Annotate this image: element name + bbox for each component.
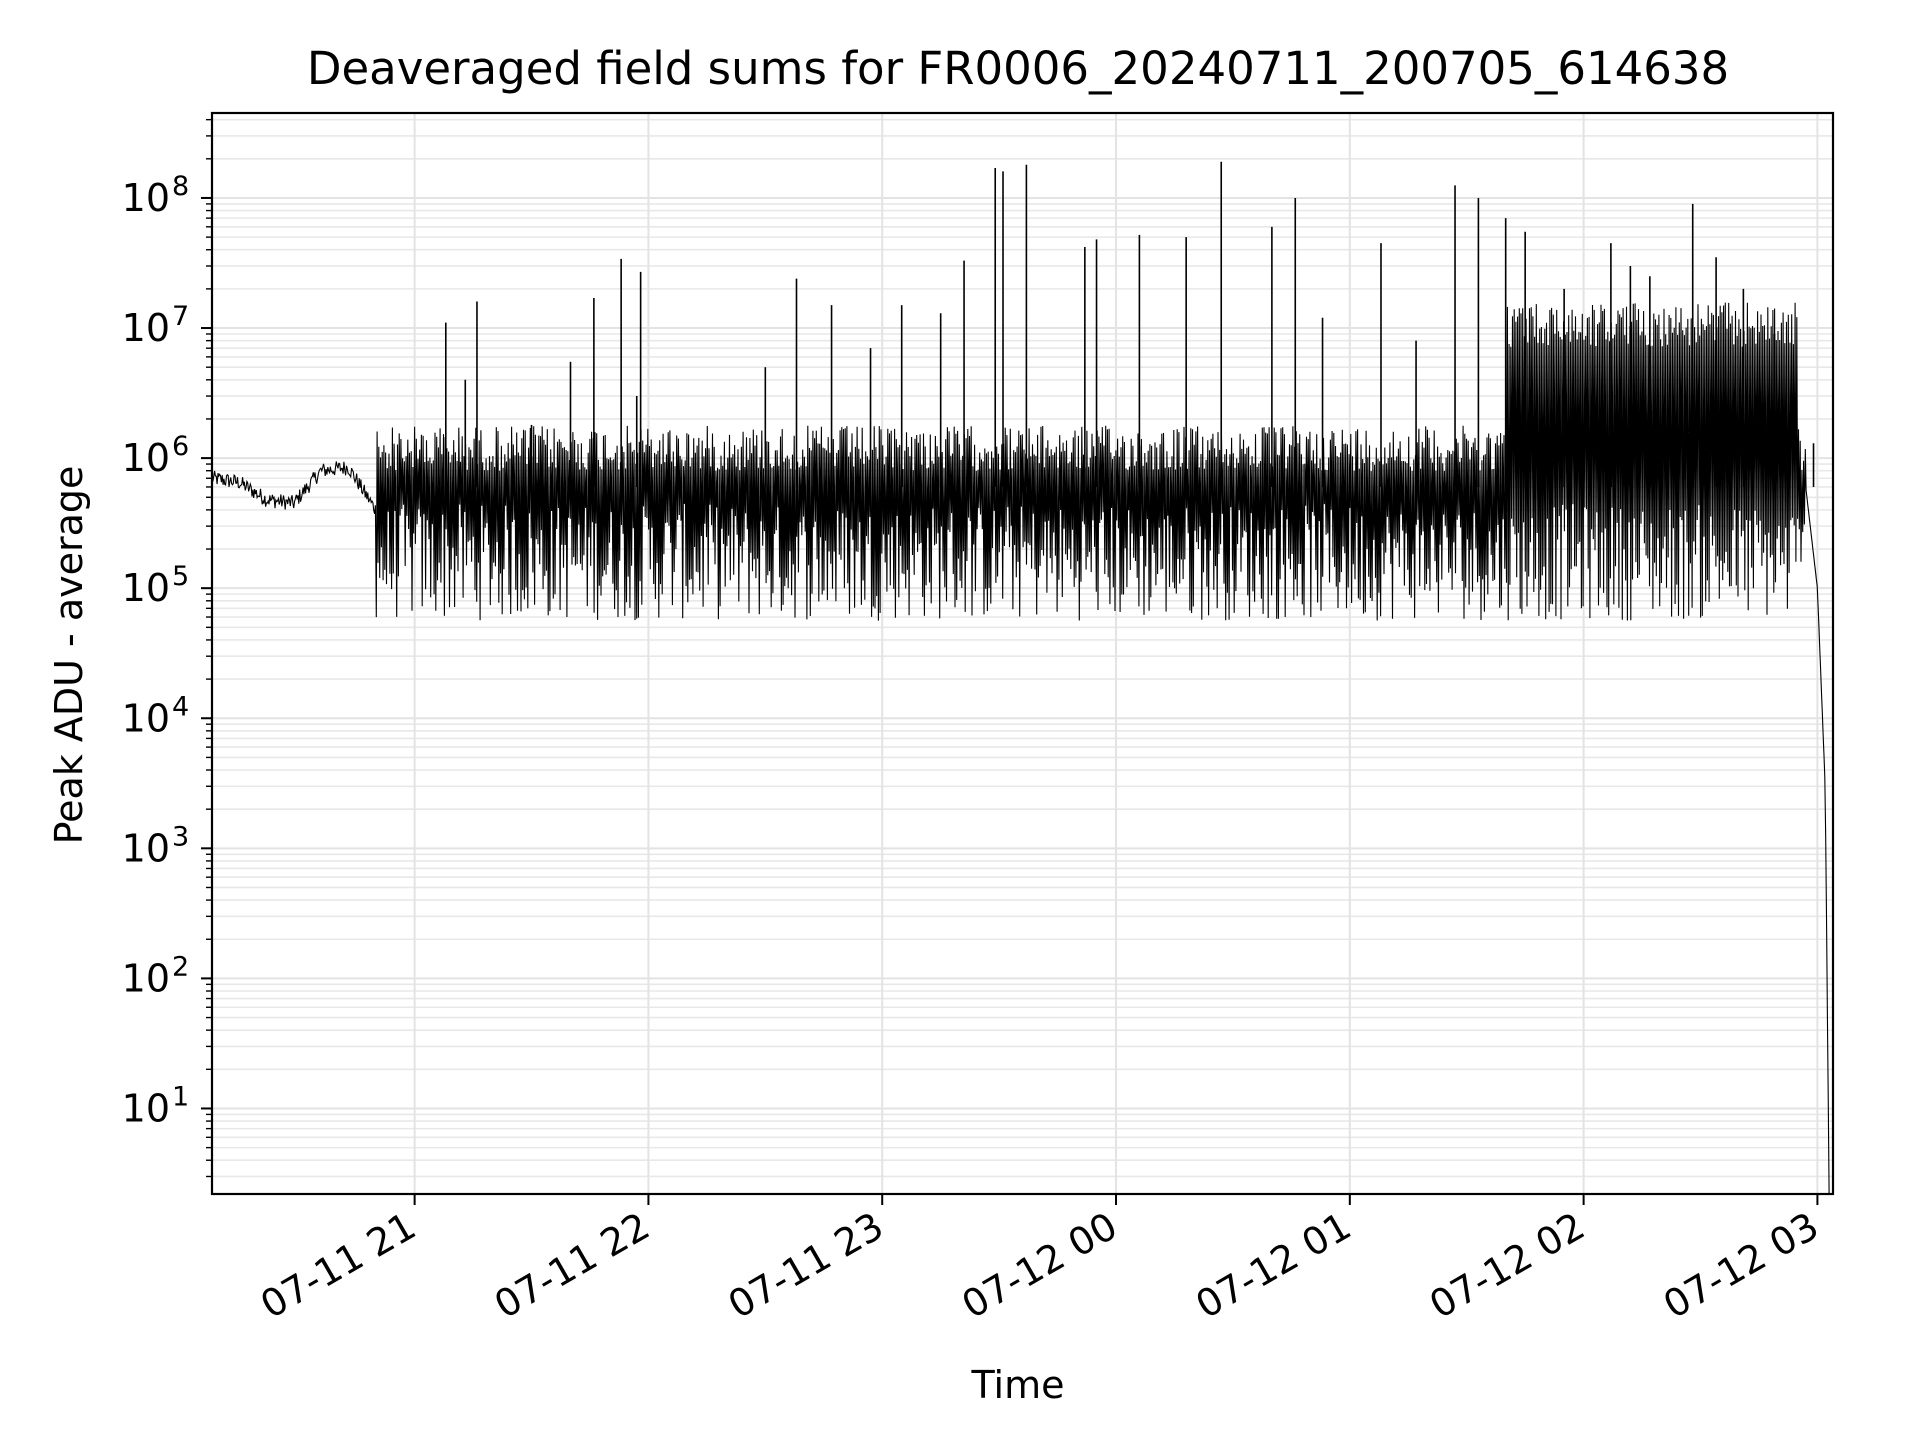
x-axis-label: Time	[971, 1363, 1065, 1407]
y-tick-exponent: 4	[172, 691, 189, 722]
y-tick-exponent: 5	[172, 561, 189, 592]
y-tick-exponent: 1	[172, 1081, 189, 1112]
y-tick-label: 10	[122, 826, 170, 870]
plot-frame	[210, 111, 1835, 1196]
y-tick-exponent: 3	[172, 821, 189, 852]
y-axis-label: Peak ADU - average	[47, 466, 91, 845]
y-tick-label: 10	[122, 566, 170, 610]
chart-title: Deaveraged field sums for FR0006_2024071…	[307, 42, 1729, 95]
y-tick-label: 10	[122, 696, 170, 740]
series-line	[211, 302, 1830, 1195]
y-tick-exponent: 2	[172, 951, 189, 982]
y-tick-label: 10	[122, 956, 170, 1000]
y-tick-label: 10	[122, 436, 170, 480]
y-tick-label: 10	[122, 306, 170, 350]
series-layer	[211, 161, 1830, 1195]
y-tick-label: 10	[122, 176, 170, 220]
y-tick-exponent: 7	[172, 301, 189, 332]
y-tick-exponent: 8	[172, 171, 189, 202]
grid	[212, 113, 1833, 1194]
y-tick-exponent: 6	[172, 431, 189, 462]
y-tick-label: 10	[122, 1086, 170, 1130]
